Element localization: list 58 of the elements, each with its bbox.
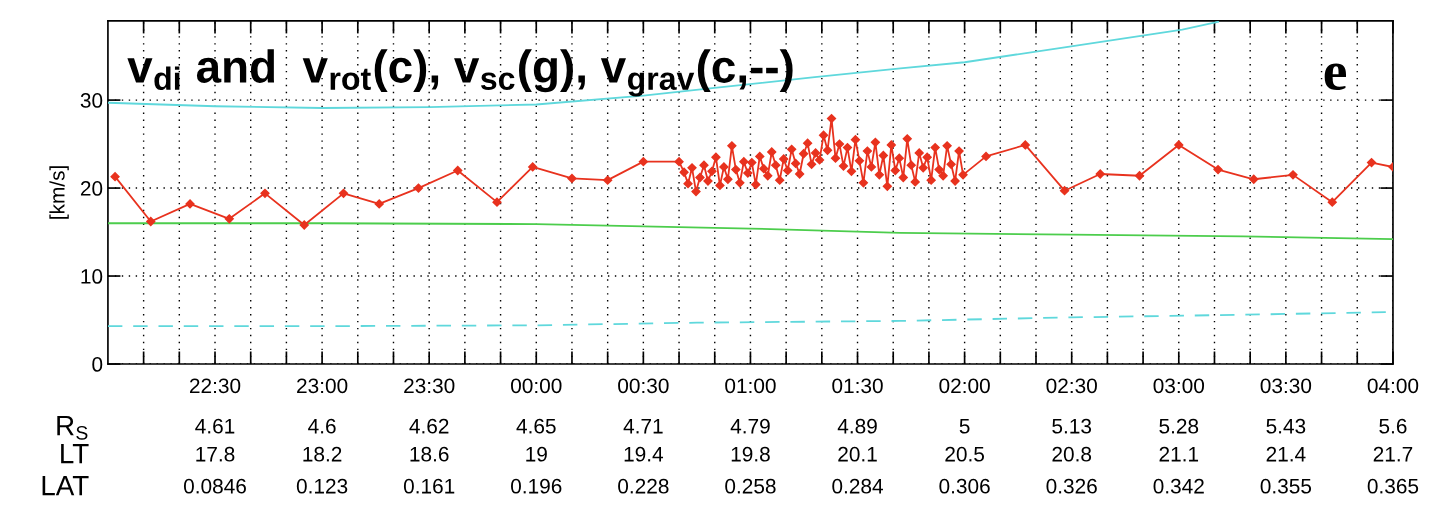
chart-title: v$_{di}$ and v$_{rot}$(c), v$_{sc}$(g), v$_{grav}$(c,--) xyxy=(127,49,793,97)
text: 0.342 xyxy=(1153,478,1204,494)
text: 21.7 xyxy=(1373,446,1413,462)
text: 0.258 xyxy=(725,478,776,494)
x-tick-label: 02:00 xyxy=(939,378,990,394)
text: 5.6 xyxy=(1379,418,1407,434)
text: 20.8 xyxy=(1052,446,1092,462)
x-tick-label: 04:00 xyxy=(1367,378,1419,394)
annotation: e xyxy=(1324,63,1347,91)
text: 4.71 xyxy=(623,419,663,434)
text: 0.284 xyxy=(832,478,883,494)
text: 20.5 xyxy=(945,446,985,462)
text: 5 xyxy=(959,419,970,434)
text: 4.79 xyxy=(730,418,770,434)
text: 19.8 xyxy=(731,446,770,462)
x-tick-label: 03:30 xyxy=(1260,378,1312,394)
x-tick-label: 00:30 xyxy=(618,378,669,394)
text: R$_{S}$ xyxy=(57,416,88,440)
x-tick-label: 22:30 xyxy=(189,378,241,394)
text: 0.306 xyxy=(939,478,990,494)
x-tick-label: 01:00 xyxy=(725,378,776,394)
text: 20.1 xyxy=(838,446,877,462)
y-tick-label: 30 xyxy=(80,93,103,108)
text: 0.196 xyxy=(511,478,562,494)
x-tick-label: 00:00 xyxy=(511,378,562,394)
text: 0.355 xyxy=(1260,478,1312,494)
text: 4.61 xyxy=(195,418,235,434)
text: 21.4 xyxy=(1266,446,1306,462)
text: 5.43 xyxy=(1266,418,1306,434)
x-tick-label: 23:00 xyxy=(297,378,348,394)
y-tick-label: 10 xyxy=(81,269,103,284)
text: 17.8 xyxy=(196,446,235,462)
text: 0.228 xyxy=(618,478,669,494)
y-axis-title: [km/s] xyxy=(49,166,69,219)
text: 4.6 xyxy=(308,418,336,434)
text: 21.1 xyxy=(1159,446,1199,462)
text: 5.13 xyxy=(1052,418,1092,434)
text: 0.326 xyxy=(1046,478,1097,494)
y-tick-label: 0 xyxy=(92,357,103,372)
text: 5.28 xyxy=(1159,418,1199,434)
text: LT xyxy=(61,444,89,464)
x-tick-label: 02:30 xyxy=(1046,378,1097,394)
text: 19.4 xyxy=(624,446,664,462)
x-tick-label: 03:00 xyxy=(1153,378,1205,394)
text: 0.0846 xyxy=(183,478,246,494)
text: 19 xyxy=(526,446,547,462)
text: 4.62 xyxy=(409,418,449,434)
text: 4.89 xyxy=(837,418,877,434)
x-tick-label: 23:30 xyxy=(404,378,455,394)
text: 0.161 xyxy=(403,478,455,494)
text: 0.123 xyxy=(296,478,348,494)
y-tick-label: 20 xyxy=(80,181,103,196)
text: 0.365 xyxy=(1367,478,1419,494)
x-tick-label: 01:30 xyxy=(832,378,883,394)
text: LAT xyxy=(42,476,89,496)
text: 18.2 xyxy=(303,446,342,462)
text: 4.65 xyxy=(516,418,556,434)
text: 18.6 xyxy=(410,446,449,462)
